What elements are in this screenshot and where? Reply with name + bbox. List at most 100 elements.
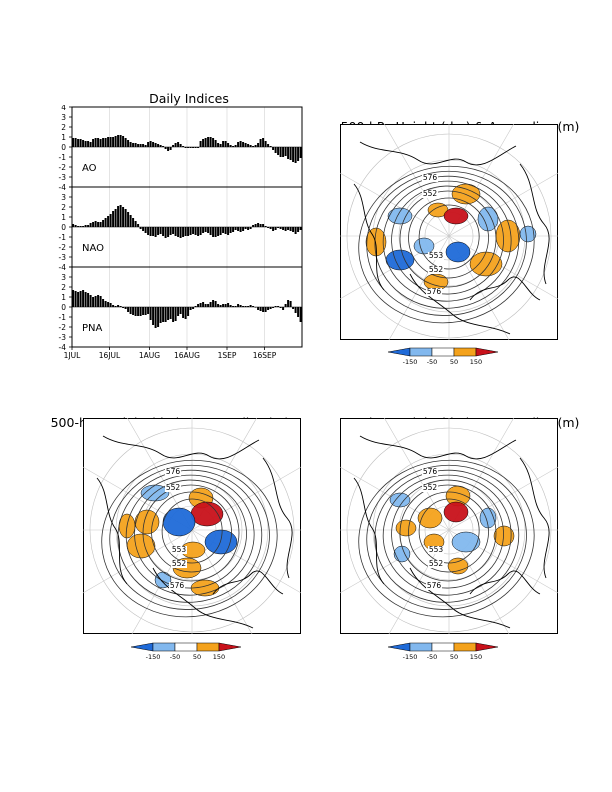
bar-pna [119, 306, 122, 307]
height-contour [151, 491, 232, 573]
bar-ao [159, 145, 162, 147]
contour-label-bg [165, 484, 181, 492]
bar-pna [209, 302, 212, 307]
bar-ao [134, 143, 137, 147]
bar-ao [82, 140, 85, 147]
height-contour [418, 204, 480, 270]
bar-nao [289, 227, 292, 231]
anomaly-light-blue [451, 531, 481, 553]
bar-ao [179, 144, 182, 147]
anomaly-dark-blue [445, 241, 471, 263]
anomaly-dark-red [190, 501, 224, 527]
contour-label-bg [428, 546, 444, 554]
map2-legend: -150 -50 50 150 [130, 642, 242, 661]
bar-pna [162, 307, 165, 322]
bar-pna [112, 305, 115, 307]
bar-nao [137, 224, 140, 227]
bar-nao [267, 227, 270, 228]
bar-ao [109, 137, 112, 147]
height-contour [418, 498, 480, 564]
index-label-ao: AO [82, 163, 97, 174]
bar-pna [219, 305, 222, 307]
bar-pna [199, 303, 202, 307]
bar-nao [227, 227, 230, 235]
bar-ao [232, 146, 235, 147]
bar-nao [257, 223, 260, 227]
legend-label: 50 [450, 358, 458, 366]
bar-ao [102, 138, 105, 147]
bar-pna [274, 306, 277, 307]
bar-pna [234, 306, 237, 307]
bar-nao [112, 211, 115, 227]
bar-pna [134, 307, 137, 316]
bar-nao [99, 222, 102, 227]
bar-ao [242, 142, 245, 147]
bar-ao [269, 146, 272, 147]
bar-pna [149, 307, 152, 320]
y-tick-label: 0 [61, 303, 66, 312]
bar-pna [189, 307, 192, 310]
contour-label: 552 [429, 559, 444, 568]
bar-pna [177, 307, 180, 316]
contour-label: 576 [423, 173, 438, 182]
bar-pna [252, 306, 255, 307]
bar-nao [139, 227, 142, 229]
contour-label: 576 [427, 287, 442, 296]
contour-label: 576 [427, 581, 442, 590]
bar-pna [164, 307, 167, 322]
y-tick-label: 0 [61, 143, 66, 152]
contour-label-bg [428, 560, 444, 568]
bar-nao [109, 214, 112, 227]
anomaly-light-blue [387, 207, 413, 225]
y-tick-label: 2 [61, 203, 66, 212]
contour-label-bg [422, 484, 438, 492]
bar-nao [194, 227, 197, 235]
bar-ao [169, 147, 172, 150]
bar-ao [264, 141, 267, 147]
bar-nao [147, 227, 150, 235]
x-tick-label: 1AUG [139, 351, 160, 360]
contour-label-bg [428, 266, 444, 274]
bar-ao [287, 147, 290, 159]
bar-pna [117, 305, 120, 307]
anomaly-dark-red [443, 501, 469, 523]
bar-pna [137, 307, 140, 316]
bar-ao [84, 141, 87, 147]
bar-pna [257, 307, 260, 310]
height-contour [366, 464, 527, 610]
bar-pna [259, 307, 262, 311]
bar-pna [282, 307, 285, 310]
bar-pna [232, 306, 235, 307]
coastline [409, 567, 511, 629]
bar-pna [174, 307, 177, 321]
bar-pna [272, 307, 275, 308]
bar-nao [232, 227, 235, 232]
bar-nao [119, 205, 122, 227]
y-tick-label: 3 [61, 193, 66, 202]
bar-nao [87, 225, 90, 227]
anomaly-orange [493, 525, 515, 547]
bar-pna [284, 304, 287, 307]
bar-nao [299, 227, 302, 230]
anomaly-orange [126, 533, 156, 559]
bar-pna [127, 307, 130, 312]
coastline [96, 477, 128, 585]
bar-ao [79, 139, 82, 147]
bar-nao [254, 224, 257, 227]
bar-nao [244, 227, 247, 229]
bar-pna [87, 293, 90, 307]
bar-nao [294, 227, 297, 234]
bar-ao [214, 140, 217, 147]
bar-pna [192, 307, 195, 309]
bar-pna [229, 305, 232, 307]
legend-label: 50 [193, 653, 201, 661]
bar-ao [149, 141, 152, 147]
bar-pna [92, 297, 95, 307]
bar-ao [244, 143, 247, 147]
bar-ao [234, 145, 237, 147]
bar-ao [154, 143, 157, 147]
bar-nao [122, 207, 125, 227]
bar-pna [224, 304, 227, 307]
y-tick-label: -2 [59, 243, 67, 252]
